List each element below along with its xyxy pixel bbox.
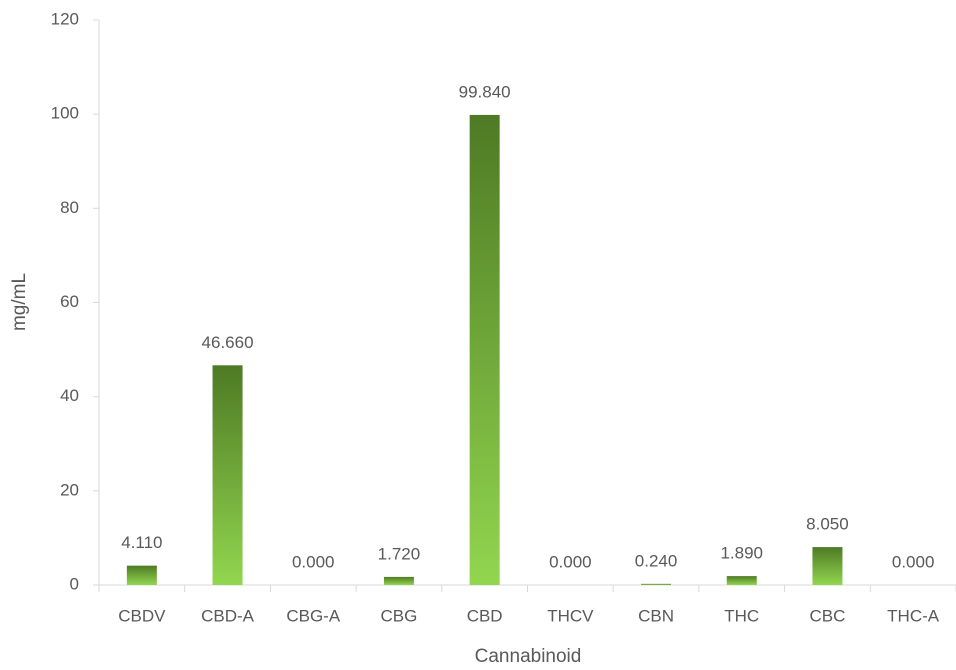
data-label: 0.240 — [635, 551, 678, 570]
x-tick-label: CBN — [638, 606, 674, 625]
y-tick-label: 100 — [51, 104, 79, 123]
x-tick-label: CBDV — [118, 606, 166, 625]
x-tick-label: CBG — [381, 606, 418, 625]
bar — [812, 547, 843, 585]
y-tick-label: 120 — [51, 9, 79, 28]
data-label: 4.110 — [121, 533, 162, 552]
data-label: 0.000 — [292, 552, 335, 571]
bar — [469, 114, 500, 586]
y-tick-label: 40 — [60, 386, 79, 405]
data-label: 46.660 — [202, 333, 254, 352]
data-label: 8.050 — [806, 515, 849, 534]
data-label: 1.720 — [378, 544, 421, 563]
bar — [383, 576, 414, 585]
bar — [212, 365, 243, 585]
y-tick-label: 0 — [70, 574, 79, 593]
x-tick-label: THC-A — [887, 606, 940, 625]
data-label: 99.840 — [459, 82, 511, 101]
y-tick-label: 20 — [60, 480, 79, 499]
y-tick-label: 80 — [60, 198, 79, 217]
x-axis-title: Cannabinoid — [475, 646, 582, 667]
x-tick-label: CBD — [467, 606, 503, 625]
bar — [641, 583, 672, 585]
x-tick-label: THCV — [547, 606, 594, 625]
x-tick-label: THC — [724, 606, 759, 625]
data-label: 0.000 — [892, 552, 935, 571]
x-tick-label: CBD-A — [201, 606, 255, 625]
data-label: 0.000 — [549, 552, 592, 571]
x-tick-label: CBG-A — [286, 606, 341, 625]
x-tick-label: CBC — [809, 606, 845, 625]
bar — [726, 576, 757, 585]
y-axis-title: mg/mL — [9, 273, 30, 331]
bar — [126, 565, 157, 585]
y-tick-label: 60 — [60, 292, 79, 311]
data-label: 1.890 — [720, 544, 763, 563]
